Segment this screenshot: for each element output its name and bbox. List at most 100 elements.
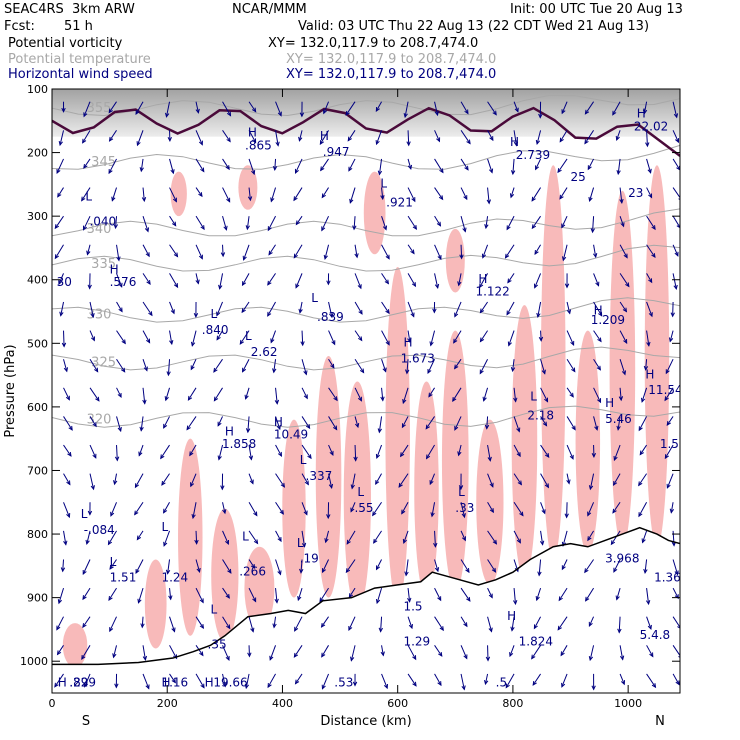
wind-vector xyxy=(483,387,489,401)
wind-vector-head xyxy=(675,680,680,686)
wind-vector-head xyxy=(319,597,324,603)
wind-vector-head xyxy=(90,485,95,491)
wind-vector-head xyxy=(382,225,388,231)
wind-vector xyxy=(672,530,675,546)
wind-vector-head xyxy=(429,341,434,347)
wind-vector-head xyxy=(513,397,518,403)
wind-vector-head xyxy=(322,568,326,574)
wind-vector xyxy=(427,358,436,374)
theta-contour xyxy=(52,94,680,117)
wind-vector xyxy=(460,673,465,690)
wind-vector xyxy=(381,273,389,284)
wind-vector-head xyxy=(87,284,92,290)
wind-vector-head xyxy=(303,510,308,516)
wind-vector xyxy=(407,616,413,629)
wind-vector xyxy=(513,588,516,604)
wind-vector xyxy=(638,502,648,517)
wind-vector xyxy=(246,216,250,230)
wind-vector-head xyxy=(54,254,59,260)
pv-annotation-label: L xyxy=(380,177,387,191)
pv-annotation-label: 25 xyxy=(571,170,586,184)
wind-vector-head xyxy=(57,192,62,198)
theta-contour xyxy=(52,208,680,237)
pv-annotation-label: L xyxy=(300,453,307,467)
wind-vector xyxy=(347,130,356,141)
wind-vector xyxy=(245,673,250,689)
wind-vector-head xyxy=(375,565,380,571)
wind-vector-head xyxy=(401,509,406,515)
wind-vector xyxy=(484,673,489,685)
pv-annotation-label: H xyxy=(594,304,603,318)
wind-vector xyxy=(403,530,409,544)
wind-vector-head xyxy=(373,538,378,544)
wind-vector-head xyxy=(58,140,63,147)
wind-vector-head xyxy=(436,137,441,143)
wind-vector xyxy=(406,359,409,374)
wind-vector xyxy=(169,273,178,288)
wind-vector xyxy=(195,273,199,284)
pv-annotation-label: 1.51 xyxy=(110,571,137,585)
wind-vector xyxy=(163,416,170,429)
wind-vector-head xyxy=(505,683,510,689)
wind-vector-head xyxy=(566,309,572,315)
wind-vector xyxy=(557,616,568,631)
wind-vector xyxy=(593,387,601,403)
wind-vector-head xyxy=(244,394,249,400)
wind-vector-head xyxy=(165,569,171,575)
wind-vector-head xyxy=(380,651,385,657)
wind-vector xyxy=(328,387,338,401)
wind-vector-head xyxy=(557,168,562,174)
wind-vector xyxy=(321,616,329,628)
wind-vector-head xyxy=(403,113,408,119)
wind-vector xyxy=(645,359,648,370)
wind-vector xyxy=(109,130,117,142)
wind-vector-head xyxy=(588,485,594,491)
y-tick-label: 800 xyxy=(27,528,48,541)
wind-vector xyxy=(216,301,224,316)
wind-vector-head xyxy=(82,623,87,629)
wind-vector-head xyxy=(148,311,153,317)
wind-vector xyxy=(404,101,409,118)
wind-vector xyxy=(116,445,118,461)
wind-vector xyxy=(557,158,568,173)
wind-vector-head xyxy=(466,596,471,602)
wind-vector-head xyxy=(596,365,601,371)
wind-vector-head xyxy=(321,684,326,690)
wind-vector xyxy=(561,559,568,570)
wind-vector xyxy=(294,616,303,632)
wind-vector-head xyxy=(67,451,72,457)
wind-vector-head xyxy=(533,624,538,630)
valid-time: Valid: 03 UTC Thu 22 Aug 13 (22 CDT Wed … xyxy=(298,19,650,34)
wind-vector-head xyxy=(648,312,653,318)
wind-vector xyxy=(487,101,497,115)
wind-vector xyxy=(138,587,144,603)
wind-vector xyxy=(60,301,65,316)
wind-vector-head xyxy=(641,538,646,544)
wind-vector xyxy=(434,101,439,116)
wind-vector-head xyxy=(616,425,621,431)
wind-vector-head xyxy=(358,309,363,315)
wind-vector xyxy=(165,101,171,117)
wind-vector-head xyxy=(193,312,199,318)
wind-vector-head xyxy=(222,682,227,688)
wind-vector xyxy=(613,473,621,486)
wind-vector-head xyxy=(513,600,518,606)
wind-vector-head xyxy=(665,369,670,375)
wind-vector xyxy=(513,501,524,516)
theta-contour xyxy=(52,244,680,272)
wind-vector-head xyxy=(673,284,678,291)
wind-vector xyxy=(275,130,279,146)
pv-shade-region xyxy=(385,267,410,604)
pv-annotation-label: 1.5 xyxy=(403,599,422,613)
pv-shade-region xyxy=(445,228,465,293)
wind-vector xyxy=(510,187,515,198)
wind-vector-head xyxy=(436,221,442,227)
pv-annotation-label: 10.49 xyxy=(274,428,308,442)
wind-vector-head xyxy=(561,223,566,229)
wind-vector xyxy=(248,473,254,484)
wind-vector-head xyxy=(429,480,434,486)
wind-vector xyxy=(593,330,602,342)
wind-vector xyxy=(270,330,277,343)
wind-vector-head xyxy=(531,654,536,660)
wind-vector-head xyxy=(350,507,355,513)
